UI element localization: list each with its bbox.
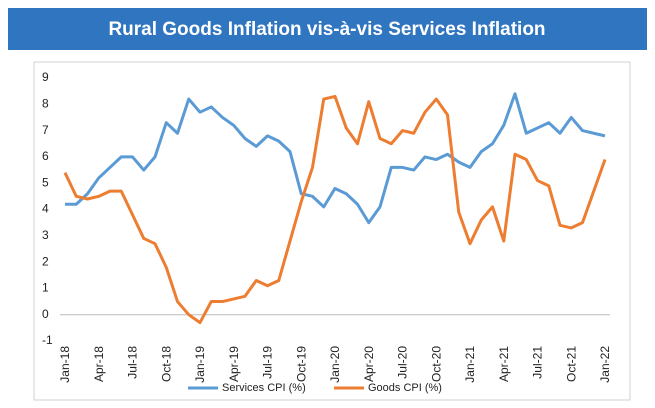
x-tick-label: Jan-22 <box>598 346 612 383</box>
y-tick-label: 1 <box>42 281 49 295</box>
y-tick-label: -1 <box>42 333 53 347</box>
x-tick-label: Jan-19 <box>193 346 207 383</box>
x-tick-label: Oct-20 <box>429 346 443 382</box>
x-tick-label: Jul-18 <box>126 346 140 379</box>
x-tick-label: Oct-18 <box>159 346 173 382</box>
y-tick-label: 2 <box>42 254 49 268</box>
x-tick-label: Oct-19 <box>294 346 308 382</box>
x-tick-label: Apr-21 <box>497 346 511 382</box>
x-tick-label: Jul-20 <box>396 346 410 379</box>
series-line <box>65 92 606 225</box>
y-tick-label: 0 <box>42 307 49 321</box>
title-banner <box>8 8 647 50</box>
x-tick-label: Jan-18 <box>58 346 72 383</box>
y-tick-label: 5 <box>42 175 49 189</box>
x-tick-label: Oct-21 <box>564 346 578 382</box>
x-tick-label: Apr-19 <box>227 346 241 382</box>
legend-label: Goods CPI (%) <box>368 382 442 394</box>
x-tick-label: Apr-18 <box>92 346 106 382</box>
legend-label: Services CPI (%) <box>222 382 306 394</box>
series-line <box>63 94 607 325</box>
x-tick-label: Jul-21 <box>531 346 545 379</box>
y-tick-label: 9 <box>42 70 49 84</box>
chart-title: Rural Goods Inflation vis-à-vis Services… <box>108 19 545 40</box>
y-tick-label: 7 <box>42 123 49 137</box>
x-tick-label: Jul-19 <box>261 346 275 379</box>
x-tick-label: Jan-20 <box>328 346 342 383</box>
plot-frame <box>33 61 631 401</box>
x-tick-label: Jan-21 <box>463 346 477 383</box>
y-tick-label: 4 <box>42 202 49 216</box>
y-tick-label: 3 <box>42 228 49 242</box>
y-tick-label: 6 <box>42 149 49 163</box>
y-tick-label: 8 <box>42 96 49 110</box>
x-tick-label: Apr-20 <box>362 346 376 382</box>
